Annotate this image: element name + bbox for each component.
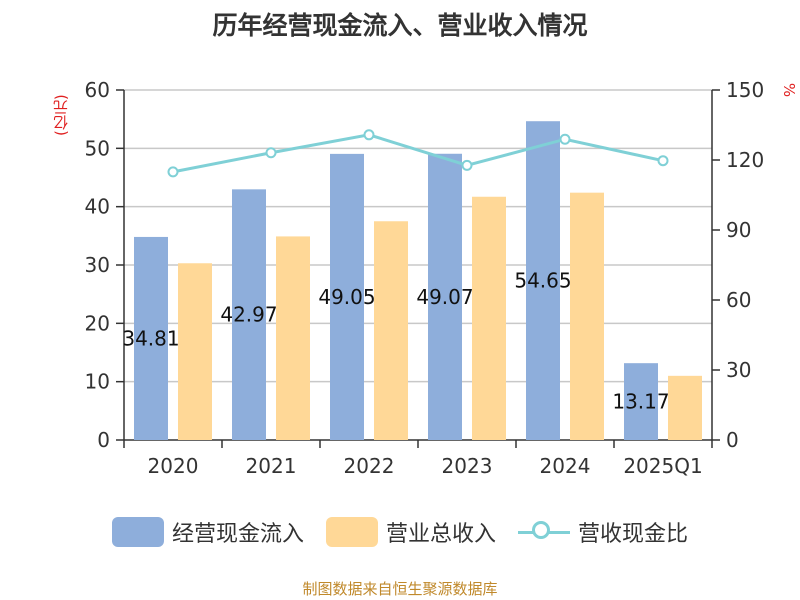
point-cash-ratio xyxy=(167,166,179,178)
right-tick-label: 60 xyxy=(726,288,751,312)
bar-revenue xyxy=(178,263,212,440)
point-cash-ratio xyxy=(657,155,669,167)
bar-cash-inflow xyxy=(330,153,364,440)
chart-title: 历年经营现金流入、营业收入情况 xyxy=(212,11,588,40)
data-label-cash-inflow: 34.81 xyxy=(122,326,179,350)
legend-swatch-revenue xyxy=(325,517,378,547)
legend-item-cash-ratio[interactable]: 营收现金比 xyxy=(518,516,688,548)
x-tick-label: 2022 xyxy=(344,454,395,478)
legend-swatch-cash-inflow xyxy=(111,517,164,547)
point-cash-ratio xyxy=(559,133,571,145)
legend-label-cash-inflow: 经营现金流入 xyxy=(171,522,304,547)
point-cash-ratio xyxy=(363,129,375,141)
x-tick-label: 2024 xyxy=(540,454,591,478)
bar-revenue xyxy=(374,221,408,440)
x-tick-label: 2023 xyxy=(442,454,493,478)
legend-item-cash-inflow[interactable]: 经营现金流入 xyxy=(111,516,304,548)
right-tick-label: 120 xyxy=(726,148,764,172)
data-label-cash-inflow: 49.07 xyxy=(416,285,473,309)
legend-swatch-dot xyxy=(532,521,550,539)
left-tick-label: 10 xyxy=(85,370,110,394)
left-tick-label: 0 xyxy=(97,428,110,452)
bar-revenue xyxy=(472,196,506,440)
bar-cash-inflow xyxy=(526,121,560,440)
x-tick-label: 2021 xyxy=(246,454,297,478)
left-tick-label: 50 xyxy=(85,136,110,160)
data-label-cash-inflow: 49.05 xyxy=(318,285,375,309)
left-tick-label: 60 xyxy=(85,78,110,102)
right-tick-label: 0 xyxy=(726,428,739,452)
left-tick-label: 30 xyxy=(85,253,110,277)
x-tick-label: 2020 xyxy=(148,454,199,478)
line-cash-ratio xyxy=(172,133,664,174)
point-cash-ratio xyxy=(461,159,473,171)
left-tick-label: 40 xyxy=(85,195,110,219)
right-tick-label: 150 xyxy=(726,78,764,102)
right-tick-label: 90 xyxy=(726,218,751,242)
left-tick-label: 20 xyxy=(85,311,110,335)
bar-revenue xyxy=(276,236,310,440)
bar-cash-inflow xyxy=(428,153,462,440)
bar-cash-inflow xyxy=(624,363,658,440)
right-tick-label: 30 xyxy=(726,358,751,382)
bar-revenue xyxy=(668,375,702,440)
data-label-cash-inflow: 42.97 xyxy=(220,303,277,327)
source-footer: 制图数据来自恒生聚源数据库 xyxy=(302,580,498,598)
bar-cash-inflow xyxy=(134,236,168,440)
bar-cash-inflow xyxy=(232,189,266,440)
data-label-cash-inflow: 54.65 xyxy=(514,269,571,293)
bar-revenue xyxy=(570,192,604,440)
legend-label-cash-ratio: 营收现金比 xyxy=(578,522,689,547)
point-cash-ratio xyxy=(265,147,277,159)
legend: 经营现金流入 营业总收入 营收现金比 xyxy=(0,516,800,548)
data-label-cash-inflow: 13.17 xyxy=(612,390,669,414)
legend-swatch-cash-ratio xyxy=(518,517,570,547)
x-tick-label: 2025Q1 xyxy=(623,454,702,478)
legend-item-revenue[interactable]: 营业总收入 xyxy=(325,516,496,548)
legend-label-revenue: 营业总收入 xyxy=(385,522,496,547)
